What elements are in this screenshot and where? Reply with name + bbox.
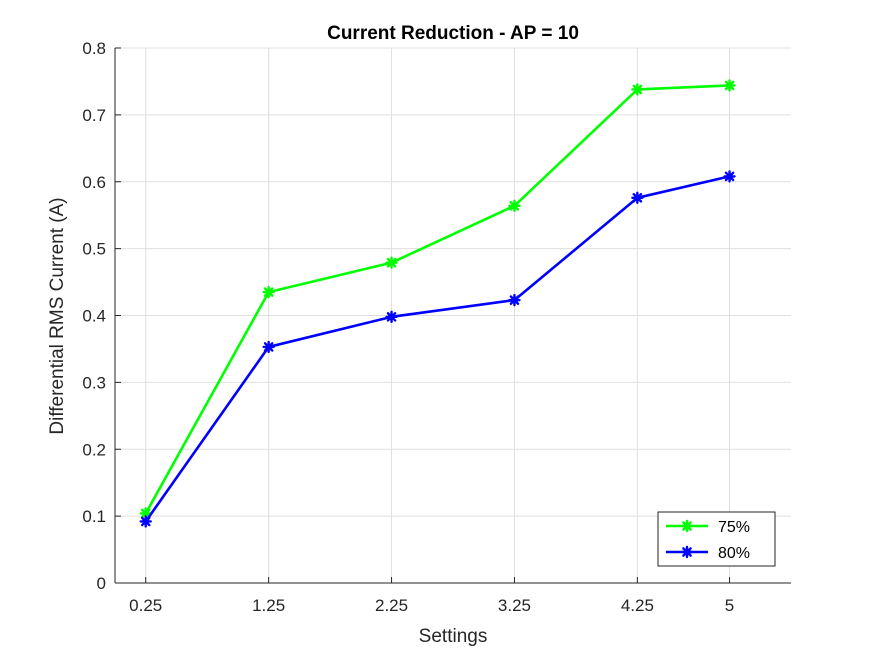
chart-title: Current Reduction - AP = 10 [327, 23, 579, 44]
y-tick-label: 0.1 [82, 507, 106, 526]
axes: 0.25 1.25 2.25 3.25 4.25 5 0 0.1 0.2 0.3 0.4 0.5 0.6… [82, 39, 791, 615]
data-point [508, 199, 521, 213]
data-point [723, 79, 736, 92]
data-point [631, 191, 644, 204]
x-tick-label: 5 [725, 596, 734, 615]
data-point [262, 340, 275, 354]
y-tick-label: 0.2 [82, 440, 106, 459]
x-tick-label: 1.25 [252, 596, 285, 615]
data-point [631, 83, 644, 96]
x-axis-label: Settings [419, 626, 488, 647]
series-line [144, 84, 730, 515]
x-tick-label: 3.25 [498, 596, 531, 615]
y-tick-label: 0.5 [82, 240, 106, 259]
legend[interactable]: 75% 80% [657, 511, 776, 567]
series-line [144, 175, 730, 523]
series-75-percent [139, 79, 736, 520]
legend-item[interactable]: 75% [666, 519, 750, 536]
series-80-percent [139, 170, 736, 528]
y-tick-label: 0.4 [82, 307, 106, 326]
y-tick-label: 0 [97, 574, 106, 593]
data-point [508, 293, 521, 307]
y-tick-label: 0.6 [82, 173, 106, 192]
data-point [723, 170, 736, 183]
legend-item[interactable]: 80% [666, 545, 750, 562]
legend-label: 75% [718, 519, 750, 536]
data-point [385, 256, 398, 269]
data-point [139, 515, 152, 528]
y-tick-label: 0.3 [82, 373, 106, 392]
legend-box [657, 511, 776, 567]
legend-marker [680, 519, 694, 533]
data-point [139, 507, 152, 520]
legend-marker [680, 545, 694, 559]
y-axis-label: Differential RMS Current (A) [47, 197, 68, 434]
x-tick-label: 2.25 [375, 596, 408, 615]
y-tick-label: 0.8 [82, 39, 106, 58]
y-tick-label: 0.7 [82, 106, 106, 125]
x-tick-label: 4.25 [621, 596, 654, 615]
data-point [262, 285, 275, 299]
legend-label: 80% [718, 545, 750, 562]
series-group [139, 79, 736, 528]
x-tick-label: 0.25 [129, 596, 162, 615]
data-point [385, 310, 398, 324]
